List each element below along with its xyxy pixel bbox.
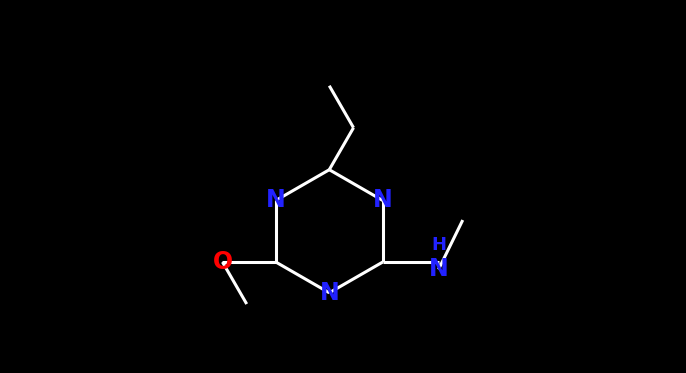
Text: N: N: [429, 257, 449, 282]
Text: N: N: [320, 281, 339, 305]
Text: O: O: [213, 250, 233, 274]
Text: N: N: [266, 188, 285, 213]
Text: H: H: [431, 236, 446, 254]
Text: N: N: [373, 188, 392, 213]
